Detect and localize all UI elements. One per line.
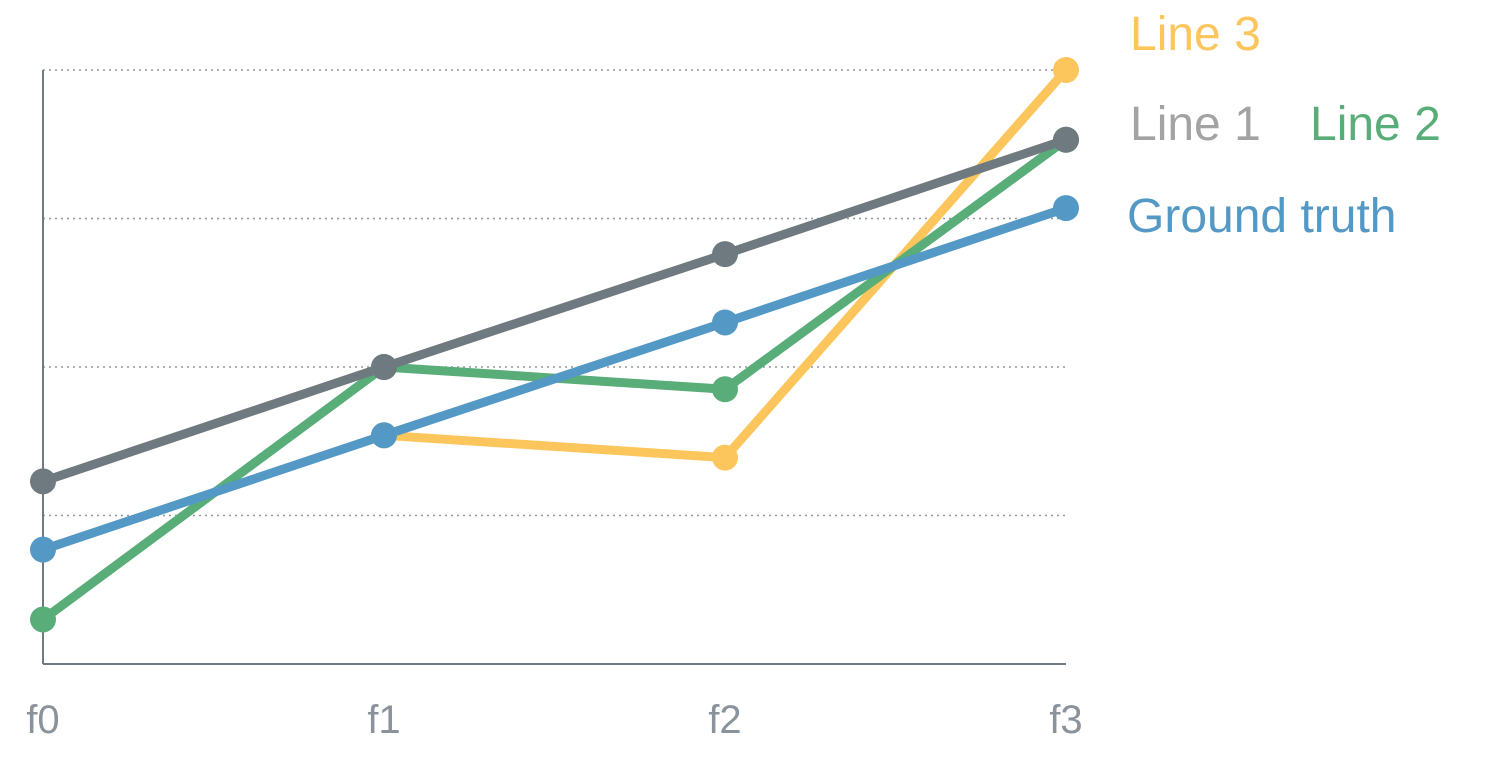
point-ground-truth-f3 xyxy=(1053,195,1079,222)
x-tick-labels: f0 f1 f2 f3 xyxy=(26,698,1082,742)
x-tick-label-f1: f1 xyxy=(367,698,400,742)
point-line-1-f2 xyxy=(712,241,738,268)
point-ground-truth-f2 xyxy=(712,309,738,336)
point-line-2-f2 xyxy=(712,376,738,403)
legend: Line 3 Line 1 Line 2 Ground truth xyxy=(1127,8,1441,243)
point-ground-truth-f1 xyxy=(371,422,397,449)
point-line-1-f3 xyxy=(1053,126,1079,153)
point-ground-truth-f0 xyxy=(30,536,56,563)
series-points xyxy=(30,57,1079,633)
legend-label-line-3: Line 3 xyxy=(1130,8,1261,61)
x-tick-label-f0: f0 xyxy=(26,698,59,742)
axes xyxy=(42,70,1066,665)
legend-label-line-1: Line 1 xyxy=(1130,98,1261,151)
point-line-1-f1 xyxy=(371,354,397,380)
series-lines xyxy=(38,65,1071,624)
series-line-line-1 xyxy=(38,135,1071,486)
series-line-ground-truth xyxy=(38,203,1071,555)
x-tick-label-f3: f3 xyxy=(1049,698,1082,742)
x-tick-label-f2: f2 xyxy=(708,698,741,742)
legend-label-ground-truth: Ground truth xyxy=(1127,190,1396,243)
point-line-3-f3 xyxy=(1053,57,1079,83)
legend-label-line-2: Line 2 xyxy=(1310,98,1441,151)
point-line-2-f0 xyxy=(30,606,56,633)
point-line-3-f2 xyxy=(712,444,738,471)
point-line-1-f0 xyxy=(30,468,56,495)
grid-lines xyxy=(43,69,1066,517)
